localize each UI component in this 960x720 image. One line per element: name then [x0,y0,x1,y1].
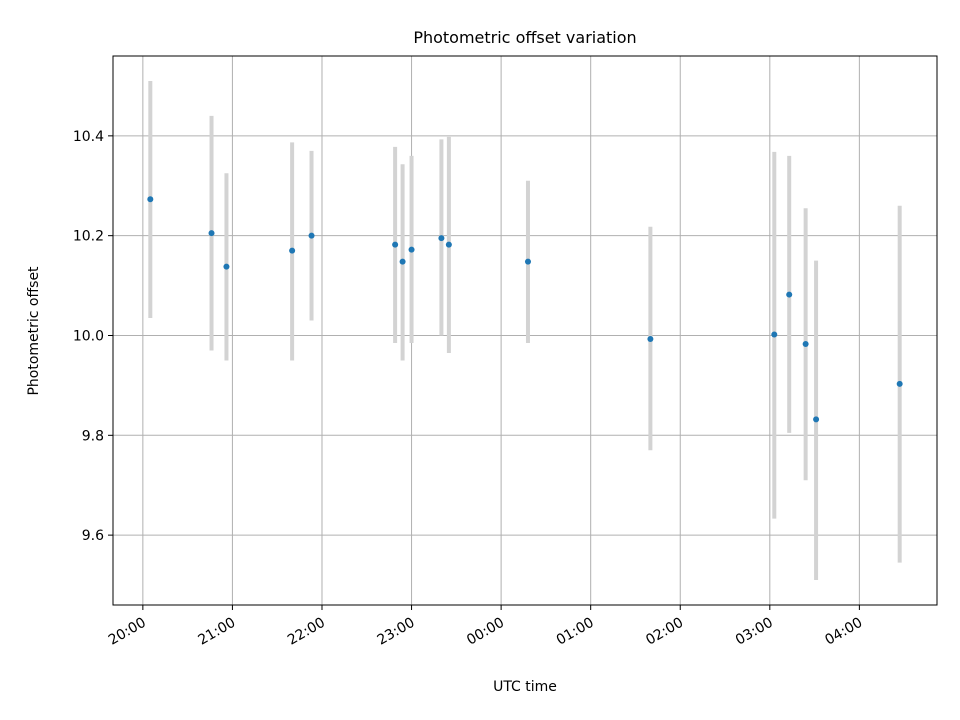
y-tick-label: 10.2 [73,229,104,245]
data-point [147,196,154,203]
data-point [771,331,778,338]
x-axis-ticks: 20:00 21:00 22:00 23:00 00:00 01:00 02:00 03:00… [106,605,865,649]
data-point [524,258,531,265]
data-point [445,241,452,248]
y-tick-label: 9.6 [82,528,104,544]
x-tick-label: 00:00 [464,615,507,649]
chart-title: Photometric offset variation [413,28,636,47]
data-point [786,291,793,298]
plot-frame [112,55,938,606]
grid-lines [113,56,937,605]
data-point [399,258,406,265]
y-axis-ticks: 9.6 9.8 10.0 10.2 10.4 [73,129,113,544]
data-point [438,235,445,242]
data-point [392,241,399,248]
x-axis-label: UTC time [493,679,557,695]
x-tick-label: 20:00 [106,615,149,649]
data-point [802,340,809,347]
data-point [408,246,415,253]
x-tick-label: 22:00 [285,615,328,649]
data-point [223,263,230,270]
x-tick-label: 21:00 [195,615,238,649]
x-tick-label: 01:00 [554,615,597,649]
x-tick-label: 04:00 [822,615,865,649]
data-point [289,247,296,254]
x-tick-label: 23:00 [375,615,418,649]
y-tick-label: 10.4 [73,129,104,145]
data-point [208,230,215,237]
x-tick-label: 02:00 [643,615,686,649]
y-tick-label: 10.0 [73,328,104,344]
data-point [647,335,654,342]
data-point [813,416,820,423]
y-tick-label: 9.8 [82,428,104,444]
x-tick-label: 03:00 [733,615,776,649]
data-point [896,380,903,387]
data-point [308,232,315,239]
error-bars [148,80,902,581]
data-points [147,196,903,423]
y-axis-label: Photometric offset [26,266,42,396]
